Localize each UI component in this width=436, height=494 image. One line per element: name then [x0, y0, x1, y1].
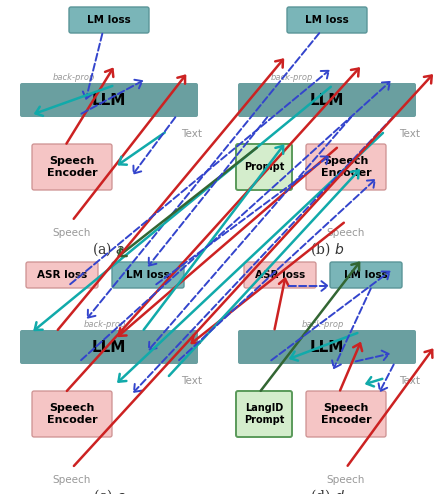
Text: Prompt: Prompt: [244, 162, 284, 172]
Text: Speech: Speech: [53, 475, 91, 485]
Text: back-prop: back-prop: [53, 73, 95, 82]
FancyBboxPatch shape: [244, 262, 316, 288]
Text: LM loss: LM loss: [126, 270, 170, 280]
FancyBboxPatch shape: [287, 7, 367, 33]
FancyBboxPatch shape: [32, 144, 112, 190]
Text: LM loss: LM loss: [87, 15, 131, 25]
Text: (c) $c$: (c) $c$: [93, 487, 125, 494]
Text: LangID
Prompt: LangID Prompt: [244, 403, 284, 425]
Text: back-prop: back-prop: [271, 73, 313, 82]
FancyBboxPatch shape: [306, 144, 386, 190]
FancyBboxPatch shape: [236, 144, 292, 190]
FancyBboxPatch shape: [238, 83, 416, 117]
FancyBboxPatch shape: [330, 262, 402, 288]
FancyBboxPatch shape: [306, 391, 386, 437]
Text: LM loss: LM loss: [344, 270, 388, 280]
FancyBboxPatch shape: [236, 391, 292, 437]
Text: LLM: LLM: [92, 339, 126, 355]
Text: ASR loss: ASR loss: [255, 270, 305, 280]
Text: Speech
Encoder: Speech Encoder: [47, 156, 97, 178]
Text: (b) $b$: (b) $b$: [310, 240, 344, 258]
Text: Speech: Speech: [327, 228, 365, 238]
Text: LLM: LLM: [92, 92, 126, 108]
FancyBboxPatch shape: [20, 83, 198, 117]
Text: Speech
Encoder: Speech Encoder: [321, 403, 371, 425]
Text: Speech
Encoder: Speech Encoder: [321, 156, 371, 178]
FancyBboxPatch shape: [32, 391, 112, 437]
Text: LLM: LLM: [310, 339, 344, 355]
Text: Speech
Encoder: Speech Encoder: [47, 403, 97, 425]
Text: LM loss: LM loss: [305, 15, 349, 25]
Text: Text: Text: [399, 129, 420, 139]
Text: LLM: LLM: [310, 92, 344, 108]
Text: ASR loss: ASR loss: [37, 270, 87, 280]
Text: Speech: Speech: [53, 228, 91, 238]
Text: Text: Text: [399, 376, 420, 386]
Text: (d) $d$: (d) $d$: [310, 487, 344, 494]
Text: Text: Text: [181, 376, 202, 386]
Text: Speech: Speech: [327, 475, 365, 485]
Text: (a) $a$: (a) $a$: [92, 240, 126, 258]
FancyBboxPatch shape: [26, 262, 98, 288]
FancyBboxPatch shape: [69, 7, 149, 33]
Text: Text: Text: [181, 129, 202, 139]
Text: back-prop: back-prop: [84, 320, 126, 329]
FancyBboxPatch shape: [238, 330, 416, 364]
Text: back-prop: back-prop: [302, 320, 344, 329]
FancyBboxPatch shape: [112, 262, 184, 288]
FancyBboxPatch shape: [20, 330, 198, 364]
